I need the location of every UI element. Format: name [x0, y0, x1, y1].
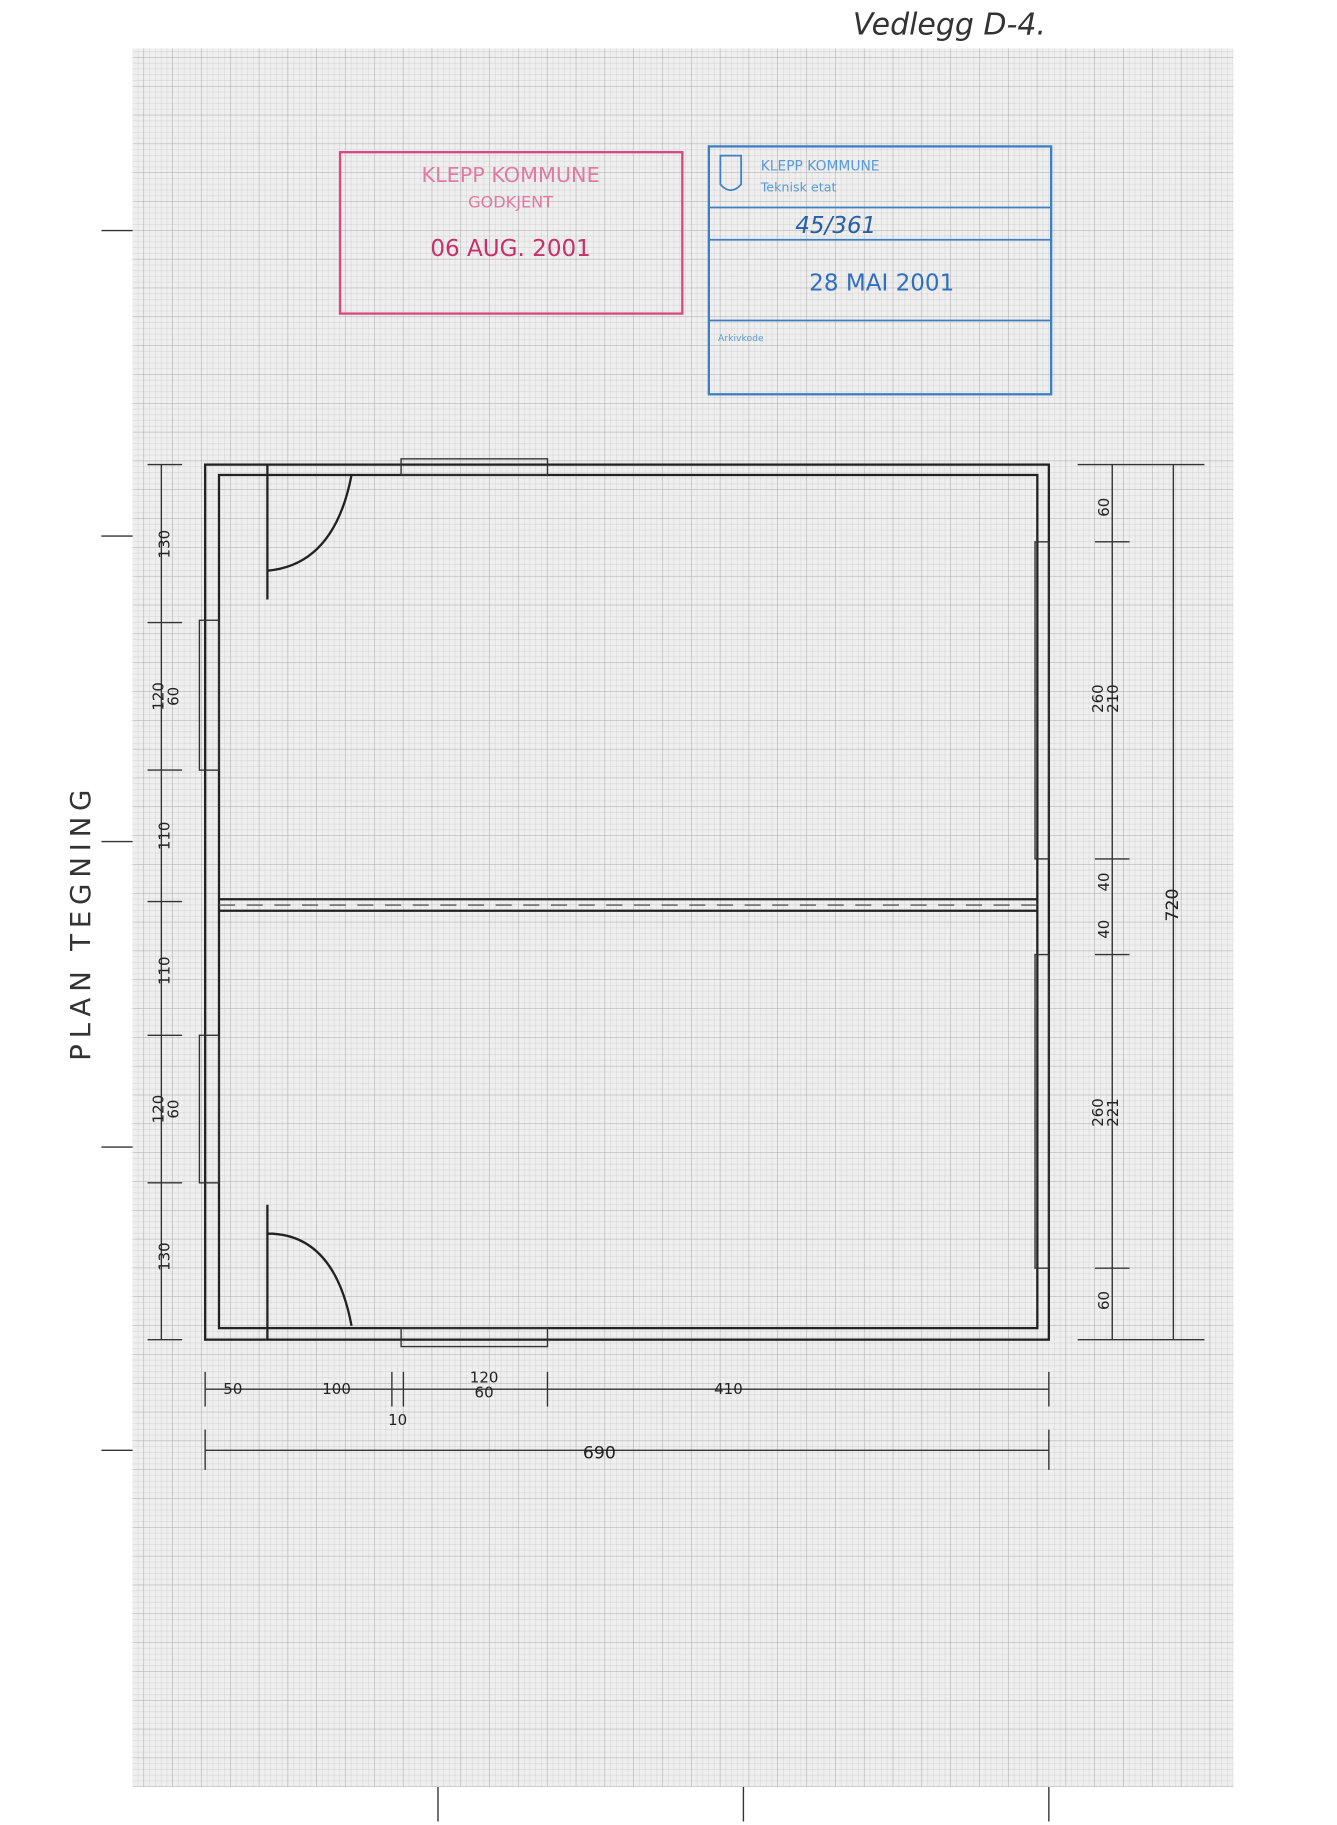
dimension-label: 130: [155, 530, 173, 559]
annotation: Vedlegg D-4.: [853, 8, 1046, 43]
dimension-label: 110: [155, 822, 173, 851]
dimension-label: 100: [322, 1380, 351, 1398]
dimension-label: 40: [1095, 872, 1113, 891]
dimension-label: 60: [1095, 498, 1113, 517]
dimension-label: 720: [1163, 889, 1183, 922]
stamp-reference: 45/361: [795, 213, 876, 239]
dimension-label: 130: [155, 1242, 173, 1271]
dimension-label: 60: [1095, 1291, 1113, 1310]
dimension-label: 221: [1104, 1098, 1122, 1127]
stamp-date: 28 MAI 2001: [809, 271, 954, 297]
dimension-label: 110: [155, 956, 173, 985]
dimension-label: 40: [1095, 920, 1113, 939]
stamp-text: Arkivkode: [718, 333, 764, 344]
dimension-label: 50: [223, 1380, 242, 1398]
dimension-label: 10: [388, 1411, 407, 1429]
stamp-text: Teknisk etat: [760, 179, 837, 194]
drawing-page: Vedlegg D-4. PLAN TEGNING KLEPP KOMMUNE …: [0, 0, 1337, 1825]
dimension-label: 410: [714, 1380, 743, 1398]
drawing-title: PLAN TEGNING: [64, 784, 97, 1061]
dimension-label: 60: [165, 1100, 183, 1119]
stamp-date: 06 AUG. 2001: [430, 236, 590, 262]
stamp-text: KLEPP KOMMUNE: [422, 163, 600, 187]
dimension-label: 210: [1104, 684, 1122, 713]
dimension-label: 60: [475, 1383, 494, 1401]
stamp-text: GODKJENT: [468, 193, 553, 212]
dimension-label: 60: [165, 687, 183, 706]
stamp-text: KLEPP KOMMUNE: [761, 159, 880, 175]
dimension-label: 690: [583, 1443, 616, 1463]
